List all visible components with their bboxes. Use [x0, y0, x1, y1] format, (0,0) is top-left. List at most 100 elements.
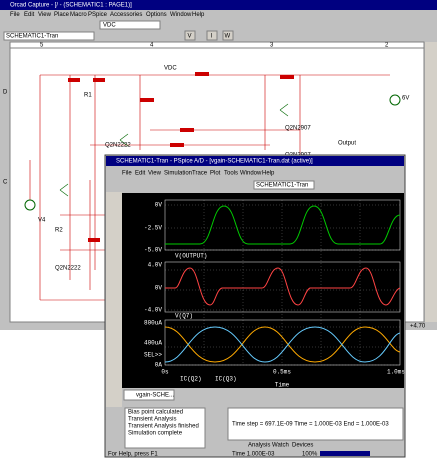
part-label: 6V — [402, 96, 409, 102]
trace-name: V(Q7) — [175, 313, 193, 320]
trace-line — [164, 326, 401, 363]
menu-item[interactable]: Simulation — [164, 171, 192, 177]
side-toolbar — [106, 192, 122, 407]
menu-item[interactable]: Trace — [192, 171, 208, 177]
progress-pane — [227, 407, 404, 441]
status-text: For Help, press F1 — [108, 452, 158, 458]
y-tick-label: 0V — [155, 202, 163, 209]
axis-labels: 0V -2.5V -5.0V V(OUTPUT) 4.0V 0V -4.0V V… — [144, 202, 405, 389]
menu-item[interactable]: Help — [192, 12, 205, 18]
menu-item[interactable]: View — [148, 171, 162, 177]
source — [24, 199, 36, 211]
trace-line — [165, 205, 401, 245]
profile-combo-text: SCHEMATIC1-Tran — [256, 183, 308, 189]
menu-bar: File Edit View Simulation Trace Plot Too… — [122, 171, 275, 177]
menu-item[interactable]: PSpice — [88, 12, 108, 18]
menu-item[interactable]: File — [10, 12, 20, 18]
title-bar — [106, 156, 404, 166]
menu-item[interactable]: Place — [54, 12, 70, 18]
tab-label[interactable]: Analysis — [248, 443, 270, 449]
x-tick-label: 1.0ms — [387, 369, 405, 376]
probe-button[interactable] — [206, 30, 218, 41]
grid — [165, 200, 400, 366]
menu-item[interactable]: Tools — [224, 171, 238, 177]
y-tick-label: 0A — [155, 362, 163, 369]
legend-entry: IC(Q2) — [180, 376, 202, 383]
menu-item[interactable]: Options — [146, 12, 167, 18]
tool-palette — [425, 42, 437, 322]
menu-item[interactable]: Edit — [24, 12, 35, 18]
progress-text: Time step = 697.1E-09 Time = 1.000E-03 E… — [232, 422, 389, 428]
menu-item[interactable]: View — [38, 12, 52, 18]
output-pane — [124, 407, 206, 449]
part-label: Q2N2222 — [55, 266, 81, 272]
probe-label: I — [211, 34, 213, 40]
part-label: R1 — [84, 93, 92, 99]
x-axis-title: Time — [275, 382, 290, 389]
part-label: Q2N2907 — [285, 126, 311, 132]
y-tick-label: -2.5V — [144, 225, 162, 232]
probe-label: V — [188, 34, 192, 40]
status: +4.70 — [410, 324, 426, 330]
title-bar — [0, 0, 437, 10]
menu-item[interactable]: Window — [240, 171, 262, 177]
y-tick-label: 4.0V — [148, 262, 163, 269]
menu-item[interactable]: Help — [262, 171, 275, 177]
ruler-label: 4 — [150, 43, 154, 49]
probe-button[interactable] — [184, 30, 196, 41]
menu-item[interactable]: Window — [170, 12, 192, 18]
trace-name: V(OUTPUT) — [175, 253, 207, 260]
output-line: Simulation complete — [128, 431, 183, 437]
title: SCHEMATIC1-Tran - PSpice A/D - [vgain-SC… — [116, 159, 313, 165]
y-tick-label: 0V — [155, 285, 163, 292]
menu-item[interactable]: Macro — [70, 12, 87, 18]
part-label: V4 — [38, 218, 46, 224]
part-label: R2 — [55, 228, 63, 234]
ruler-label: 2 — [385, 43, 389, 49]
tab-label[interactable]: Watch — [272, 443, 289, 449]
trace-line — [165, 267, 401, 306]
y-tick-label: -4.0V — [144, 307, 162, 314]
part-label: VDC — [164, 66, 177, 72]
axes — [164, 199, 401, 366]
wires — [29, 74, 390, 301]
plot-area — [122, 193, 404, 388]
menu-bar: File Edit View Place Macro PSpice Access… — [10, 12, 205, 18]
part-label: Output — [338, 141, 356, 147]
menu-item[interactable]: Plot — [210, 171, 221, 177]
parts — [68, 72, 294, 242]
part-label: Q2N2222 — [105, 143, 131, 149]
menu-item[interactable]: Accessories — [110, 12, 142, 18]
menu-item[interactable]: Edit — [135, 171, 146, 177]
profile-combo[interactable] — [3, 31, 95, 41]
tab-label[interactable]: Devices — [292, 443, 313, 449]
x-tick-label: 0s — [161, 369, 169, 376]
status-text: 100% — [302, 452, 318, 458]
ruler-label: 3 — [270, 43, 274, 49]
menu-item[interactable]: File — [122, 171, 132, 177]
row-label: D — [3, 90, 8, 96]
ruler-label: 5 — [40, 43, 44, 49]
output-line: Transient Analysis — [128, 417, 176, 423]
probe-button[interactable] — [222, 30, 234, 41]
y-tick-label: SEL>> — [144, 352, 162, 359]
part-combo[interactable] — [99, 20, 161, 30]
source — [389, 94, 401, 106]
part-combo-text: VDC — [103, 23, 116, 29]
progress-bar — [320, 451, 370, 456]
profile-combo[interactable] — [253, 180, 315, 190]
status-text: Time 1.000E-03 — [232, 452, 275, 458]
profile-combo-text: SCHEMATIC1-Tran — [6, 34, 58, 40]
row-label: C — [3, 180, 8, 186]
tab-label: vgain-SCHE... — [136, 393, 174, 399]
title: Orcad Capture - [/ - (SCHEMATIC1 : PAGE1… — [10, 3, 132, 9]
y-tick-label: 400uA — [144, 340, 162, 347]
x-tick-label: 0.5ms — [273, 369, 291, 376]
probe-label: W — [225, 34, 231, 40]
trace-line — [164, 326, 401, 363]
legend-entry: IC(Q3) — [215, 376, 237, 383]
y-tick-label: 800uA — [144, 320, 162, 327]
y-tick-label: -5.0V — [144, 247, 162, 254]
tab[interactable] — [123, 389, 175, 401]
